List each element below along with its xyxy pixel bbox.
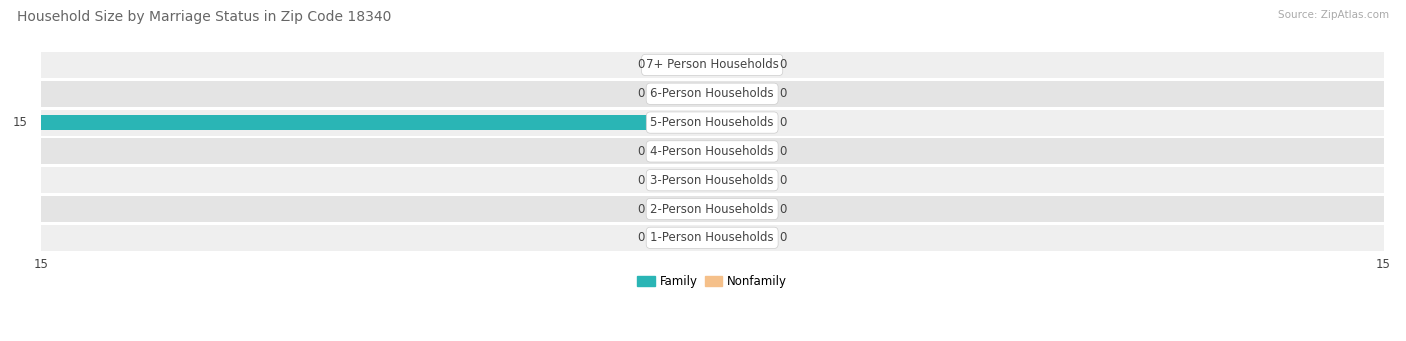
Text: 5-Person Households: 5-Person Households <box>651 116 773 129</box>
Bar <box>658 201 713 217</box>
Text: 0: 0 <box>779 174 787 187</box>
Text: 0: 0 <box>638 58 645 72</box>
Text: 1-Person Households: 1-Person Households <box>651 231 773 244</box>
Text: 0: 0 <box>638 203 645 216</box>
Text: 15: 15 <box>13 116 27 129</box>
Bar <box>713 172 766 188</box>
Text: 3-Person Households: 3-Person Households <box>651 174 773 187</box>
Bar <box>713 115 766 131</box>
Text: 0: 0 <box>779 203 787 216</box>
Bar <box>41 81 1384 107</box>
Bar <box>41 109 1384 135</box>
Bar <box>41 115 713 131</box>
Bar <box>713 86 766 102</box>
Text: 4-Person Households: 4-Person Households <box>651 145 773 158</box>
Bar <box>41 167 1384 193</box>
Text: 2-Person Households: 2-Person Households <box>651 203 773 216</box>
Text: 0: 0 <box>779 231 787 244</box>
Bar <box>713 201 766 217</box>
Bar <box>41 225 1384 251</box>
Bar <box>713 144 766 159</box>
Bar <box>658 57 713 73</box>
Bar <box>713 57 766 73</box>
Text: 0: 0 <box>779 58 787 72</box>
Text: 0: 0 <box>638 174 645 187</box>
Text: 7+ Person Households: 7+ Person Households <box>645 58 779 72</box>
Bar <box>713 230 766 246</box>
Text: Source: ZipAtlas.com: Source: ZipAtlas.com <box>1278 10 1389 20</box>
Bar <box>658 144 713 159</box>
Text: 0: 0 <box>779 87 787 100</box>
Bar <box>41 196 1384 222</box>
Text: 0: 0 <box>638 145 645 158</box>
Bar <box>41 52 1384 78</box>
Text: Household Size by Marriage Status in Zip Code 18340: Household Size by Marriage Status in Zip… <box>17 10 391 24</box>
Bar <box>41 138 1384 164</box>
Text: 0: 0 <box>779 145 787 158</box>
Text: 0: 0 <box>638 87 645 100</box>
Bar <box>658 86 713 102</box>
Text: 6-Person Households: 6-Person Households <box>651 87 773 100</box>
Bar <box>658 230 713 246</box>
Text: 0: 0 <box>779 116 787 129</box>
Bar <box>658 172 713 188</box>
Text: 0: 0 <box>638 231 645 244</box>
Legend: Family, Nonfamily: Family, Nonfamily <box>633 270 792 293</box>
